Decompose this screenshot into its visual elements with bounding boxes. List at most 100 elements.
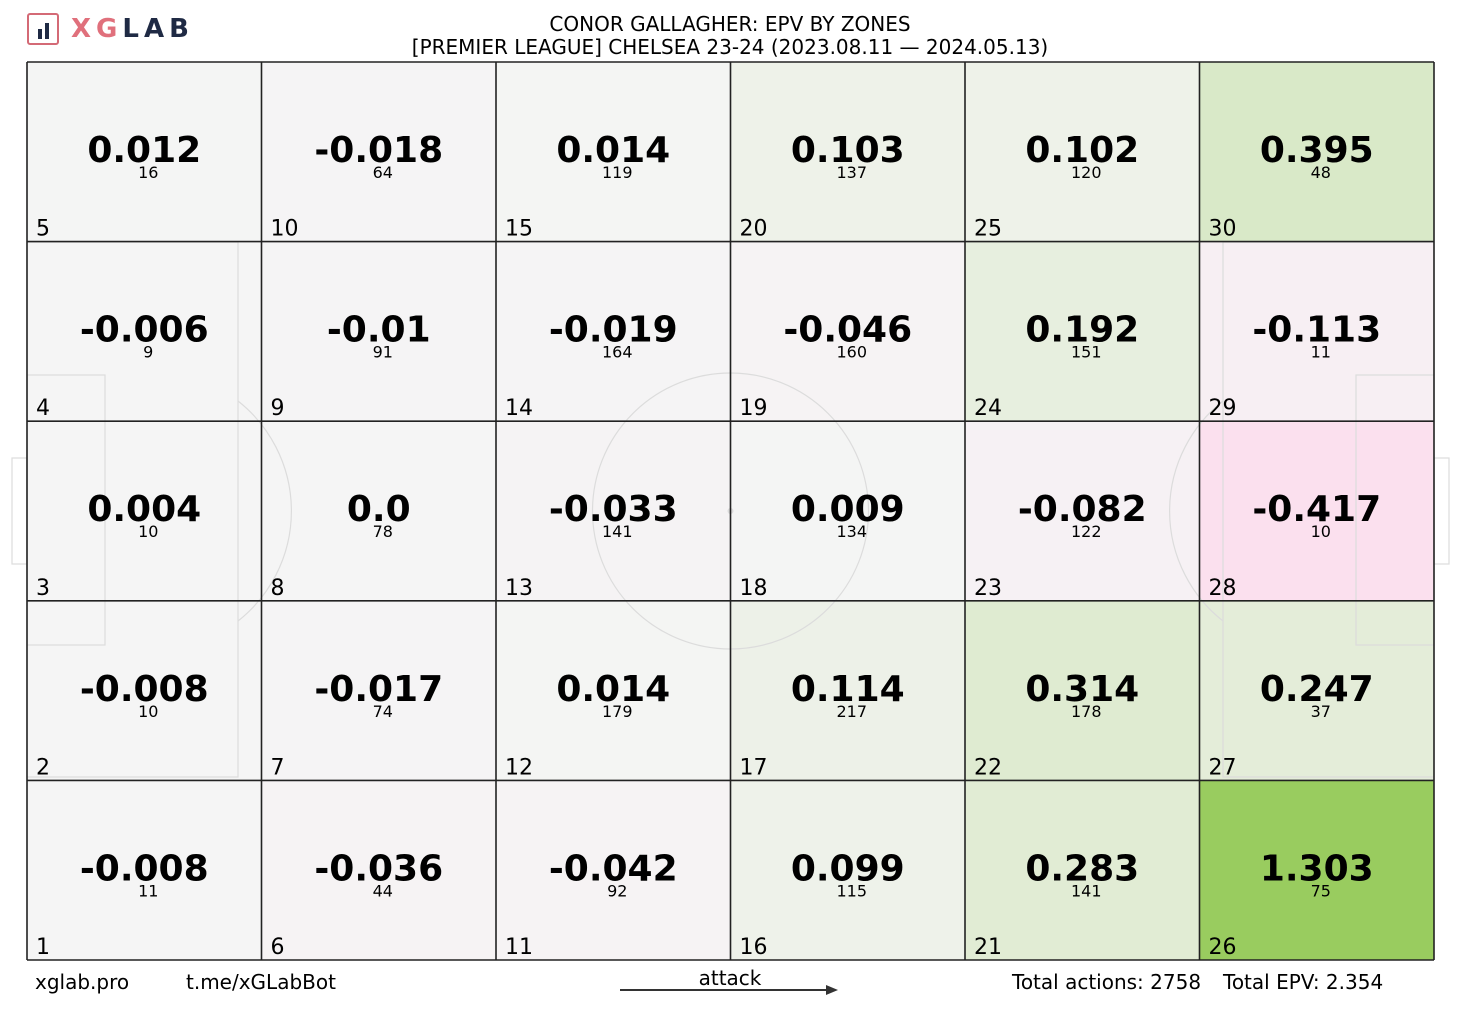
zone-action-count: 137 (836, 163, 867, 182)
attack-arrow-icon (620, 985, 838, 995)
zone-cell-4 (27, 241, 262, 422)
zone-epv-value: 0.014 (556, 669, 670, 710)
left-penalty-arc (237, 400, 292, 622)
zone-action-count: 75 (1311, 881, 1331, 900)
zone-cell-23 (965, 421, 1200, 601)
attack-label: attack (698, 966, 762, 990)
zone-cell-12 (496, 600, 731, 781)
zone-action-count: 141 (1071, 881, 1102, 900)
zone-action-count: 134 (836, 522, 867, 541)
zone-cell-28 (1199, 421, 1434, 601)
zone-epv-value: 0.283 (1025, 848, 1139, 889)
zone-action-count: 48 (1311, 163, 1331, 182)
zone-number: 30 (1209, 217, 1237, 242)
zone-cell-3 (27, 421, 262, 601)
bot-link[interactable]: t.me/xGLabBot (186, 970, 336, 994)
zone-cell-17 (730, 600, 965, 781)
zone-number: 3 (36, 576, 50, 601)
zone-number: 5 (36, 217, 50, 242)
left-goal (11, 457, 28, 565)
zone-epv-value: 0.099 (791, 848, 905, 889)
zone-number: 11 (505, 935, 533, 960)
zone-epv-value: 0.314 (1025, 669, 1139, 710)
zone-number: 24 (974, 396, 1002, 421)
zone-action-count: 141 (602, 522, 633, 541)
zone-action-count: 92 (607, 881, 627, 900)
zone-action-count: 11 (1311, 343, 1331, 362)
zone-number: 15 (505, 217, 533, 242)
zone-action-count: 120 (1071, 163, 1102, 182)
zone-number: 16 (740, 935, 768, 960)
total-actions: Total actions: 2758 (1012, 970, 1202, 994)
zone-cell-21 (965, 780, 1200, 960)
zone-epv-value: -0.033 (549, 489, 678, 530)
zone-action-count: 44 (373, 881, 393, 900)
zone-number: 2 (36, 755, 50, 780)
zone-epv-value: -0.036 (314, 848, 443, 889)
zone-epv-value: 0.103 (791, 130, 905, 171)
zone-action-count: 217 (836, 702, 867, 721)
zone-cell-27 (1199, 600, 1434, 781)
zone-action-count: 16 (138, 163, 158, 182)
zone-number: 25 (974, 217, 1002, 242)
zone-cell-5 (27, 62, 262, 242)
zone-action-count: 91 (373, 343, 393, 362)
zone-number: 26 (1209, 935, 1237, 960)
zone-epv-value: -0.082 (1018, 489, 1147, 530)
zone-number: 13 (505, 576, 533, 601)
zone-cell-13 (496, 421, 731, 601)
chart-title: CONOR GALLAGHER: EPV BY ZONES (549, 12, 911, 36)
logo-text: XGLAB (71, 14, 194, 44)
zone-cell-26 (1199, 780, 1434, 960)
zone-action-count: 37 (1311, 702, 1331, 721)
zone-action-count: 74 (373, 702, 393, 721)
zone-number: 1 (36, 935, 50, 960)
right-goal (1433, 457, 1450, 565)
zone-epv-value: -0.042 (549, 848, 678, 889)
zone-action-count: 164 (602, 343, 633, 362)
zone-action-count: 151 (1071, 343, 1102, 362)
zone-number: 27 (1209, 755, 1237, 780)
zone-epv-value: -0.008 (80, 848, 209, 889)
zone-epv-value: 0.0 (347, 489, 411, 530)
zone-action-count: 179 (602, 702, 633, 721)
zone-action-count: 119 (602, 163, 633, 182)
zone-number: 21 (974, 935, 1002, 960)
zone-epv-value: -0.01 (327, 310, 431, 351)
zone-cell-16 (730, 780, 965, 960)
zone-action-count: 10 (1311, 522, 1331, 541)
zone-epv-value: 0.395 (1260, 130, 1374, 171)
zone-cell-7 (261, 600, 496, 781)
zone-number: 18 (740, 576, 768, 601)
zone-epv-value: 0.009 (791, 489, 905, 530)
zone-cell-9 (261, 241, 496, 422)
zone-epv-value: -0.017 (314, 669, 443, 710)
chart-subtitle: [PREMIER LEAGUE] CHELSEA 23-24 (2023.08.… (411, 35, 1049, 59)
zone-number: 20 (740, 217, 768, 242)
zone-cell-20 (730, 62, 965, 242)
zone-cell-29 (1199, 241, 1434, 422)
zone-action-count: 122 (1071, 522, 1102, 541)
zone-number: 10 (271, 217, 299, 242)
zone-cell-2 (27, 600, 262, 781)
zone-number: 19 (740, 396, 768, 421)
right-penalty-arc (1169, 400, 1224, 622)
zone-number: 22 (974, 755, 1002, 780)
zone-epv-value: -0.417 (1252, 489, 1381, 530)
zone-epv-value: -0.018 (314, 130, 443, 171)
zone-number: 12 (505, 755, 533, 780)
zone-cell-22 (965, 600, 1200, 781)
site-link[interactable]: xglab.pro (35, 970, 130, 994)
zone-action-count: 11 (138, 881, 158, 900)
zone-epv-value: 1.303 (1260, 848, 1374, 889)
zone-cell-1 (27, 780, 262, 960)
zone-epv-value: -0.006 (80, 310, 209, 351)
zone-cell-24 (965, 241, 1200, 422)
zone-epv-value: -0.113 (1252, 310, 1381, 351)
zone-epv-value: 0.004 (87, 489, 201, 530)
zone-cell-30 (1199, 62, 1434, 242)
zone-number: 9 (271, 396, 285, 421)
zone-cell-10 (261, 62, 496, 242)
zone-cell-6 (261, 780, 496, 960)
zone-number: 17 (740, 755, 768, 780)
